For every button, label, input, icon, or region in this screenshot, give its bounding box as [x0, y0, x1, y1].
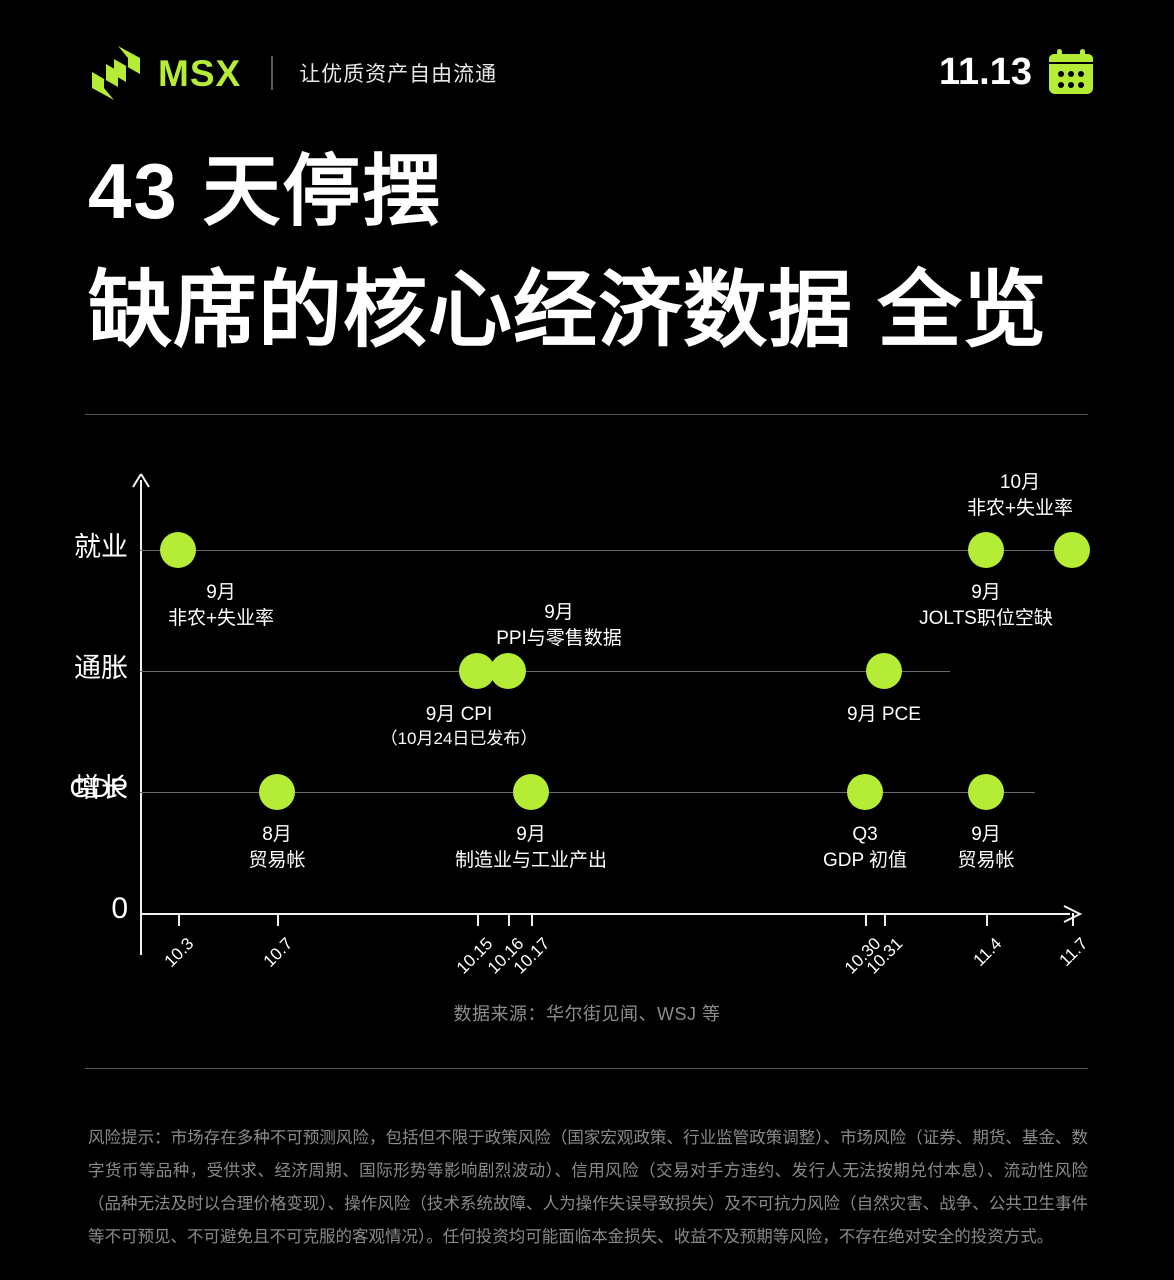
x-axis-arrow-icon: [1062, 904, 1084, 924]
data-point-10-15-inflation[interactable]: [459, 653, 495, 689]
annotation-line1: Q3: [852, 824, 878, 845]
annotation-line2: 贸易帐: [957, 849, 1015, 871]
data-point-10-16-inflation[interactable]: [490, 653, 526, 689]
x-tick-10-30: [865, 913, 867, 926]
bottom-divider: [85, 1068, 1088, 1069]
annotation-10-31-inflation: 9月 PCE: [847, 702, 921, 728]
annotation-line1: 9月 PCE: [847, 704, 921, 725]
data-point-10-7-gdp[interactable]: [259, 774, 295, 810]
y-label-gdp: GDP 增长: [0, 773, 128, 803]
annotation-10-16-inflation: 9月 PPI与零售数据: [496, 600, 622, 651]
calendar-icon: [1046, 48, 1096, 96]
data-point-10-31-inflation[interactable]: [866, 653, 902, 689]
annotation-line2: 非农+失业率: [966, 497, 1074, 519]
page-title-line1: 43 天停摆: [88, 147, 443, 235]
x-axis-line: [140, 913, 1070, 915]
msx-hexagon-logo-icon: [88, 44, 144, 102]
annotation-line1: 9月: [206, 582, 236, 603]
gridline-inflation: [140, 671, 950, 672]
x-tick-label-11-4: 11.4: [969, 934, 1006, 970]
gridline-gdp: [140, 792, 1035, 793]
y-label-inflation-text: 通胀: [74, 653, 128, 683]
risk-disclaimer: 风险提示：市场存在多种不可预测风险，包括但不限于政策风险（国家宏观政策、行业监管…: [88, 1129, 1088, 1246]
y-label-gdp-text2: 增长: [74, 773, 128, 803]
top-divider: [85, 414, 1088, 415]
date-block: 11.13: [939, 48, 1096, 96]
data-point-11-7-employment[interactable]: [1054, 532, 1090, 568]
annotation-line1: 9月: [971, 824, 1001, 845]
data-point-10-17-gdp[interactable]: [513, 774, 549, 810]
data-source-note: 数据来源：华尔街见闻、WSJ 等: [453, 1004, 721, 1024]
annotation-line2: PPI与零售数据: [496, 627, 622, 649]
annotation-10-17-gdp: 9月 制造业与工业产出: [455, 822, 607, 873]
x-tick-11-4: [986, 913, 988, 926]
annotation-11-4-gdp: 9月 贸易帐: [957, 822, 1014, 873]
annotation-11-7-employment: 10月 非农+失业率: [967, 470, 1073, 521]
date-value: 11.13: [939, 51, 1032, 93]
annotation-line2: JOLTS职位空缺: [919, 607, 1053, 629]
page-title-line2: 缺席的核心经济数据 全览: [88, 263, 1048, 357]
annotation-line1: 10月: [999, 472, 1041, 493]
x-tick-10-3: [178, 913, 180, 926]
timeline-chart: 就业 通胀 GDP 增长 0 9月 非农+失业率 8月 贸易帐 9月 CPI （…: [0, 440, 1174, 1000]
data-point-10-31-employment[interactable]: [968, 532, 1004, 568]
data-point-10-30-gdp[interactable]: [847, 774, 883, 810]
y-label-employment-text: 就业: [74, 532, 128, 562]
data-point-11-4-gdp[interactable]: [968, 774, 1004, 810]
x-tick-10-7: [277, 913, 279, 926]
x-tick-label-11-7: 11.7: [1055, 934, 1092, 970]
annotation-10-7-gdp: 8月 贸易帐: [248, 822, 305, 873]
annotation-line1: 9月 CPI: [425, 704, 493, 725]
annotation-line2: GDP 初值: [822, 849, 908, 871]
brand-block: MSX 让优质资产自由流通: [88, 44, 497, 102]
y-label-zero-text: 0: [111, 892, 128, 925]
page-header: MSX 让优质资产自由流通 11.13: [0, 0, 1174, 130]
x-tick-label-10-7: 10.7: [259, 934, 297, 971]
annotation-line2: 非农+失业率: [167, 607, 275, 629]
y-axis-arrow-icon: [131, 473, 151, 489]
annotation-line2: 制造业与工业产出: [454, 849, 608, 871]
x-tick-11-7: [1072, 913, 1074, 926]
x-tick-10-16: [508, 913, 510, 926]
annotation-10-31-employment: 9月 JOLTS职位空缺: [919, 580, 1053, 631]
brand-name: MSX: [158, 52, 242, 94]
x-tick-10-31: [884, 913, 886, 926]
annotation-10-30-gdp: Q3 GDP 初值: [823, 822, 907, 873]
annotation-line1: 9月: [516, 824, 546, 845]
annotation-line1: 8月: [262, 824, 292, 845]
x-tick-10-15: [477, 913, 479, 926]
brand-divider: [271, 56, 274, 90]
x-tick-10-17: [531, 913, 533, 926]
annotation-line1: 9月: [544, 602, 574, 623]
x-tick-label-10-3: 10.3: [160, 934, 198, 971]
annotation-10-15-inflation: 9月 CPI （10月24日已发布）: [381, 702, 538, 751]
annotation-line1: 9月: [971, 582, 1001, 603]
annotation-10-3-employment: 9月 非农+失业率: [168, 580, 274, 631]
annotation-line2: 贸易帐: [248, 849, 306, 871]
gridline-employment: [140, 550, 1070, 551]
annotation-line2: （10月24日已发布）: [380, 728, 538, 748]
y-axis-line: [140, 480, 142, 955]
y-label-gdp-text1: GDP: [69, 773, 128, 803]
brand-slogan: 让优质资产自由流通: [299, 63, 498, 86]
data-point-10-3-employment[interactable]: [160, 532, 196, 568]
